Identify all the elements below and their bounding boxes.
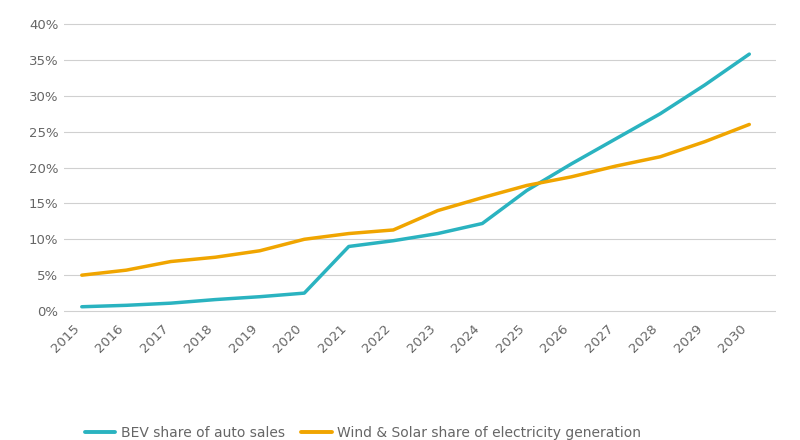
Legend: BEV share of auto sales, Wind & Solar share of electricity generation: BEV share of auto sales, Wind & Solar sh… [79,421,647,440]
BEV share of auto sales [478,221,487,226]
Wind & Solar share of electricity generation [745,122,754,127]
Wind & Solar share of electricity generation [566,174,576,180]
BEV share of auto sales [122,303,131,308]
BEV share of auto sales [299,290,309,296]
Wind & Solar share of electricity generation [433,208,442,213]
Wind & Solar share of electricity generation [700,139,710,144]
Wind & Solar share of electricity generation [478,195,487,200]
BEV share of auto sales [745,51,754,57]
BEV share of auto sales [255,294,265,299]
BEV share of auto sales [655,111,665,116]
BEV share of auto sales [389,238,398,243]
Wind & Solar share of electricity generation [655,154,665,159]
Wind & Solar share of electricity generation [344,231,354,236]
Wind & Solar share of electricity generation [611,163,621,169]
BEV share of auto sales [522,188,532,193]
BEV share of auto sales [77,304,86,309]
Wind & Solar share of electricity generation [299,237,309,242]
Wind & Solar share of electricity generation [522,183,532,188]
Wind & Solar share of electricity generation [166,259,176,264]
BEV share of auto sales [166,301,176,306]
BEV share of auto sales [700,82,710,88]
Wind & Solar share of electricity generation [255,248,265,253]
Wind & Solar share of electricity generation [122,268,131,273]
Wind & Solar share of electricity generation [210,255,220,260]
BEV share of auto sales [210,297,220,302]
Wind & Solar share of electricity generation [389,227,398,233]
BEV share of auto sales [566,161,576,167]
Line: Wind & Solar share of electricity generation: Wind & Solar share of electricity genera… [82,125,750,275]
Line: BEV share of auto sales: BEV share of auto sales [82,54,750,307]
Wind & Solar share of electricity generation [77,272,86,278]
BEV share of auto sales [344,244,354,249]
BEV share of auto sales [611,136,621,141]
BEV share of auto sales [433,231,442,236]
